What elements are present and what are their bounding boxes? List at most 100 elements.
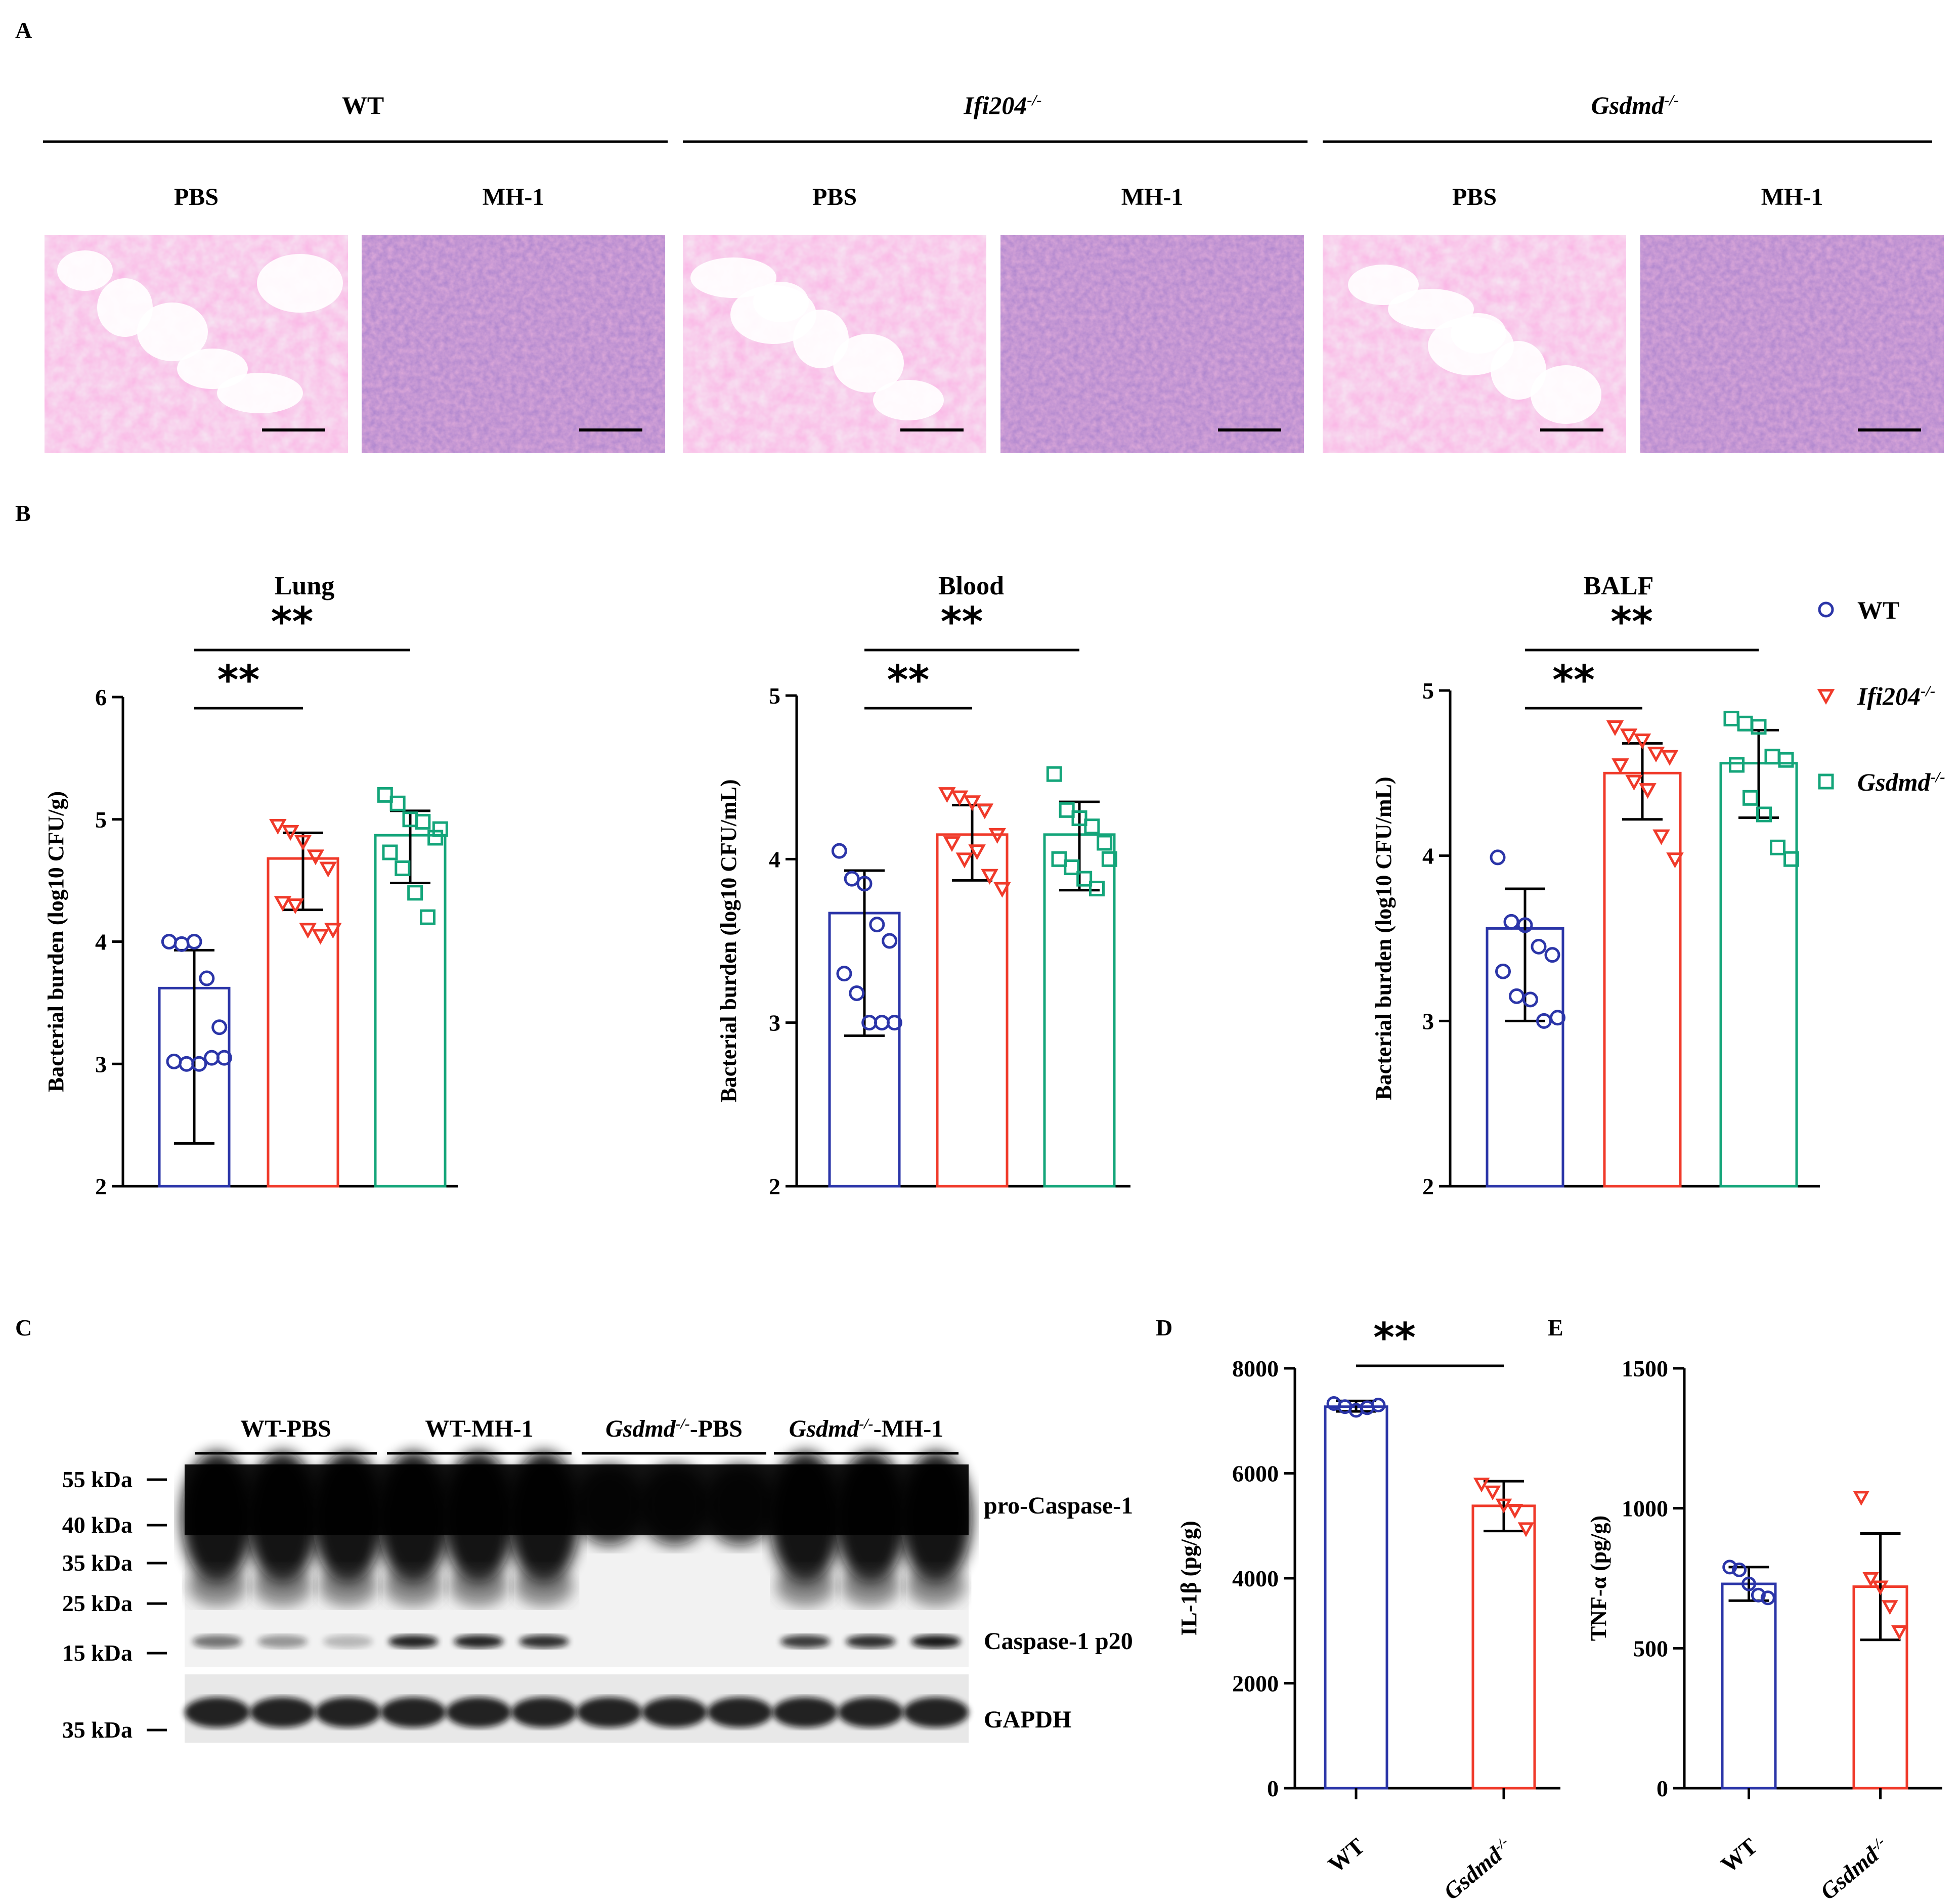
point-blood-ifi204-2: [963, 795, 981, 811]
y-tick-label-il1b-3: 6000: [1232, 1461, 1279, 1487]
point-balf-wt-2: [1517, 917, 1533, 933]
y-tick-label-lung-1: 3: [95, 1051, 107, 1077]
p20-band-1: [257, 1635, 308, 1648]
point-balf-wt-4: [1544, 947, 1560, 963]
sig-label-lung-1: **: [271, 598, 314, 645]
sig-label-balf-1: **: [1610, 598, 1653, 645]
p20-band-10: [846, 1635, 896, 1648]
point-tnfa-ifi204-0: [1853, 1491, 1869, 1506]
bar-tnfa-wt: [1721, 1582, 1777, 1790]
point-blood-gsdmd-6: [1064, 859, 1080, 875]
y-tick-label-tnfa-3: 1500: [1622, 1356, 1668, 1381]
panel-letter-d: D: [1156, 1315, 1172, 1341]
blot-group-label-3: Gsdmd-/--MH-1: [789, 1415, 943, 1443]
y-tick-label-blood-3: 5: [769, 683, 780, 709]
point-lung-wt-7: [191, 1056, 207, 1072]
point-balf-gsdmd-6: [1743, 790, 1758, 806]
y-tick-label-il1b-0: 0: [1267, 1776, 1279, 1801]
x-tick-label-il1b-0: WT: [1323, 1833, 1370, 1878]
panel-c-western-blot: WT-PBS WT-MH-1 Gsdmd-/--PBS Gsdmd-/--MH-155…: [62, 1415, 1133, 1743]
point-lung-gsdmd-5: [382, 844, 398, 860]
y-tick-label-lung-2: 4: [95, 929, 107, 955]
blot-marker-2: 35 kDa: [62, 1550, 133, 1576]
chart-blood: Blood 2 3 4 5 Bacterial burden (log10 CFU/mL)…: [716, 572, 1130, 1199]
point-blood-wt-9: [886, 1015, 902, 1031]
point-blood-wt-4: [882, 933, 898, 949]
point-blood-wt-0: [831, 843, 847, 859]
chart-balf: BALF 2 3 4 5 Bacterial burden (log10 CFU/mL) *…: [1371, 572, 1820, 1199]
point-blood-ifi204-1: [950, 790, 969, 806]
p20-band-9: [780, 1635, 831, 1648]
blot-marker-1: 40 kDa: [62, 1512, 133, 1538]
sig-label-balf-0: **: [1552, 657, 1595, 704]
point-lung-ifi204-2: [294, 835, 312, 851]
gapdh-band-5: [511, 1697, 577, 1727]
point-lung-ifi204-9: [324, 923, 342, 939]
panel-letter-a: A: [15, 17, 32, 43]
point-lung-wt-0: [161, 934, 177, 949]
point-blood-ifi204-4: [988, 828, 1006, 844]
bar-il1b-wt: [1324, 1405, 1388, 1790]
point-balf-ifi204-1: [1620, 728, 1638, 745]
point-blood-wt-6: [849, 985, 865, 1001]
point-blood-gsdmd-1: [1059, 802, 1075, 818]
chart-title-balf: BALF: [1584, 572, 1654, 600]
sig-label-blood-0: **: [887, 657, 930, 704]
alveolar-space-0-4: [177, 349, 248, 389]
alveolar-space-0-0: [57, 250, 113, 291]
point-lung-ifi204-8: [312, 929, 329, 945]
panel-letter-c: C: [15, 1315, 32, 1341]
alveolar-space-2-5: [730, 285, 816, 344]
point-lung-wt-4: [211, 1019, 228, 1035]
point-blood-wt-3: [869, 917, 885, 933]
gapdh-band-3: [380, 1697, 446, 1727]
y-tick-label-balf-1: 3: [1422, 1008, 1434, 1034]
point-balf-gsdmd-3: [1764, 749, 1780, 765]
legend-label-ifi204: Ifi204-/-: [1857, 682, 1935, 711]
point-balf-ifi204-8: [1652, 829, 1670, 845]
genotype-header-0: WT: [342, 91, 384, 119]
p20-band-11: [911, 1635, 961, 1648]
gapdh-band-8: [707, 1697, 773, 1727]
point-blood-gsdmd-4: [1097, 835, 1113, 851]
p20-band-3: [388, 1635, 439, 1648]
y-tick-label-blood-2: 4: [769, 846, 780, 872]
smear-band-0: [188, 1566, 247, 1606]
point-balf-gsdmd-5: [1729, 757, 1745, 773]
point-tnfa-ifi204-3: [1882, 1600, 1898, 1615]
point-blood-gsdmd-0: [1046, 766, 1062, 782]
point-il1b-ifi204-4: [1517, 1522, 1535, 1537]
alveolar-space-0-5: [257, 254, 343, 313]
point-blood-gsdmd-2: [1071, 810, 1087, 826]
smear-band-10: [841, 1566, 900, 1606]
blot-group-label-3-base: Gsdmd: [789, 1415, 860, 1442]
alveolar-space-4-5: [1428, 317, 1514, 375]
point-balf-wt-7: [1522, 991, 1538, 1008]
point-tnfa-wt-3: [1751, 1587, 1766, 1603]
bar-lung-gsdmd: [374, 834, 447, 1188]
legend-label-ifi204-base: Ifi204: [1857, 682, 1921, 710]
panel-letter-e: E: [1548, 1315, 1563, 1341]
y-axis-label-lung: Bacterial burden (log10 CFU/g): [43, 791, 68, 1092]
gapdh-band-0: [185, 1697, 250, 1727]
point-lung-ifi204-1: [281, 825, 299, 841]
point-lung-gsdmd-4: [427, 830, 444, 846]
genotype-header-2-sup: -/-: [1664, 91, 1679, 109]
alveolar-space-2-1: [833, 334, 904, 393]
point-lung-ifi204-0: [269, 818, 287, 835]
panel-de-cytokines: 0 2000 4000 6000 8000 IL-1β (pg/g) ** WT Gsdmd-/…: [1177, 1314, 1942, 1901]
blot-group-label-3-tail: -MH-1: [874, 1415, 944, 1442]
y-tick-label-balf-3: 5: [1422, 678, 1434, 704]
point-balf-gsdmd-2: [1751, 719, 1767, 735]
chart-il1b: 0 2000 4000 6000 8000 IL-1β (pg/g) ** WT Gsdmd-/…: [1177, 1314, 1560, 1901]
blot-marker-5: 35 kDa: [62, 1717, 133, 1743]
blot-group-label-0-base: WT-PBS: [240, 1415, 331, 1442]
legend-marker-gsdmd: [1818, 773, 1834, 790]
point-tnfa-ifi204-4: [1891, 1625, 1908, 1640]
point-lung-ifi204-5: [274, 896, 292, 912]
point-tnfa-wt-4: [1760, 1590, 1775, 1606]
y-axis-label-balf: Bacterial burden (log10 CFU/mL): [1371, 776, 1396, 1100]
smear-band-11: [906, 1566, 966, 1606]
y-tick-label-tnfa-1: 500: [1633, 1635, 1668, 1661]
